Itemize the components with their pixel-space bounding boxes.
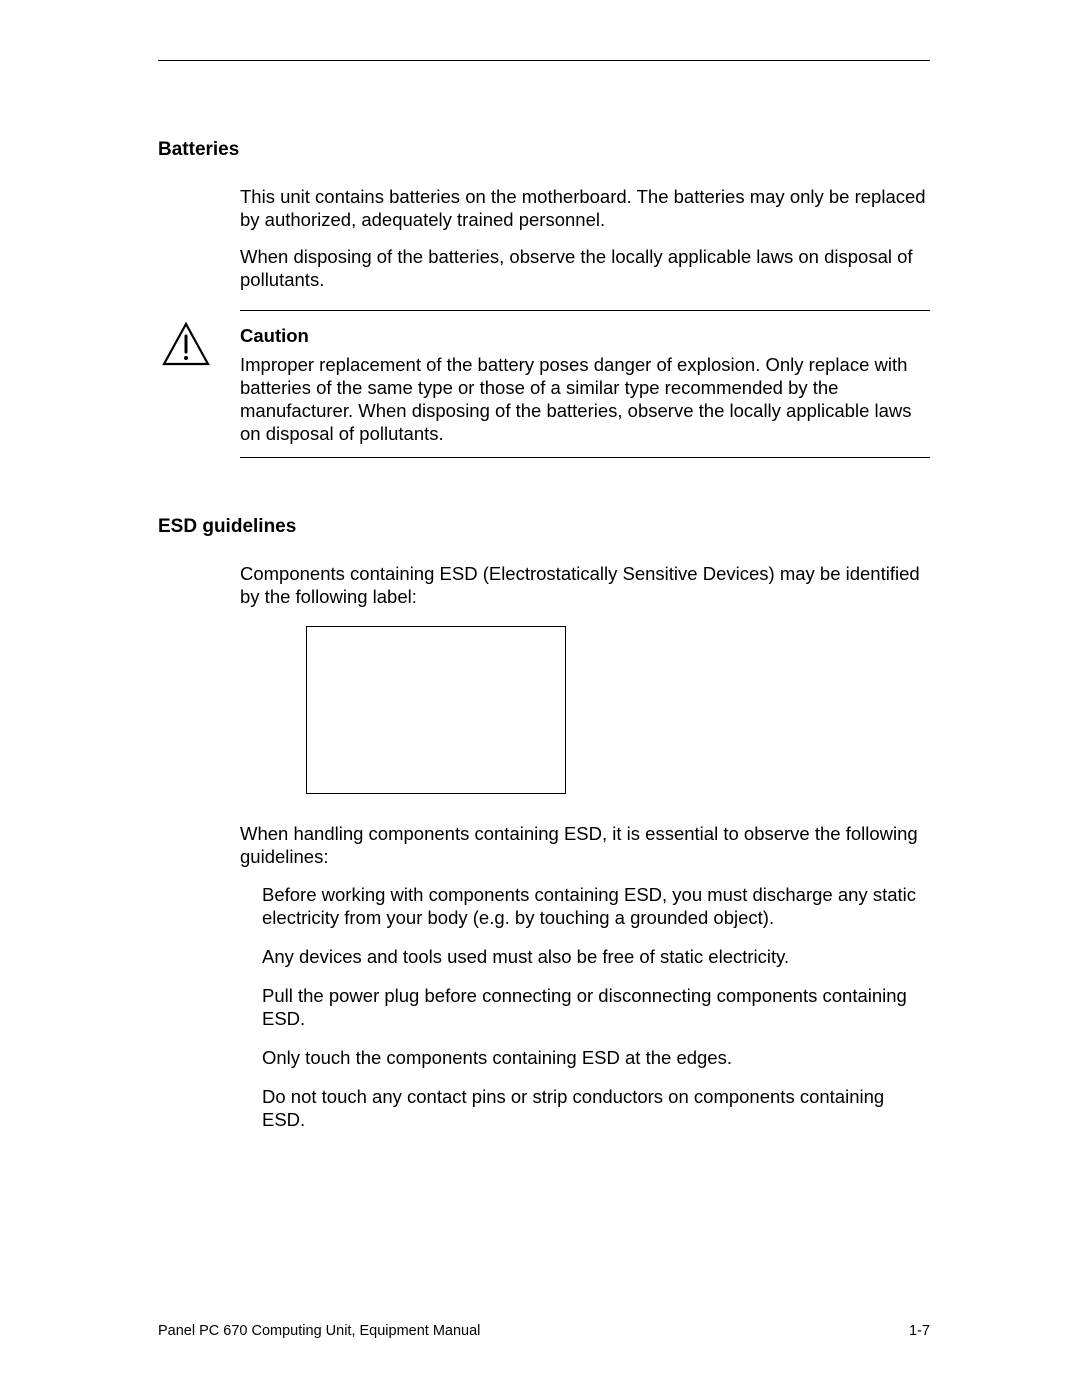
esd-bullet: Any devices and tools used must also be … (262, 945, 930, 968)
esd-bullet: Before working with components containin… (262, 883, 930, 929)
esd-intro: Components containing ESD (Electrostatic… (240, 562, 930, 608)
batteries-para-2: When disposing of the batteries, observe… (240, 245, 930, 291)
callout-rule-top (240, 310, 930, 311)
heading-batteries: Batteries (158, 139, 930, 161)
footer-left: Panel PC 670 Computing Unit, Equipment M… (158, 1323, 480, 1339)
top-rule (158, 60, 930, 61)
esd-lead-in: When handling components containing ESD,… (240, 822, 930, 868)
page-footer: Panel PC 670 Computing Unit, Equipment M… (158, 1323, 930, 1339)
batteries-para-1: This unit contains batteries on the moth… (240, 185, 930, 231)
footer-page-number: 1-7 (909, 1323, 930, 1339)
section-gap (158, 458, 930, 516)
caution-triangle-icon (162, 322, 210, 366)
heading-esd: ESD guidelines (158, 516, 930, 538)
page: Batteries This unit contains batteries o… (0, 0, 1080, 1132)
batteries-body: This unit contains batteries on the moth… (240, 185, 930, 292)
esd-bullet-list: Before working with components containin… (262, 883, 930, 1132)
esd-label-placeholder (306, 626, 566, 794)
esd-body: Components containing ESD (Electrostatic… (240, 562, 930, 1132)
caution-text: Improper replacement of the battery pose… (240, 353, 930, 446)
esd-bullet: Pull the power plug before connecting or… (262, 984, 930, 1030)
caution-title: Caution (240, 325, 930, 347)
esd-bullet: Only touch the components containing ESD… (262, 1046, 930, 1069)
esd-bullet: Do not touch any contact pins or strip c… (262, 1085, 930, 1131)
caution-callout: Caution Improper replacement of the batt… (240, 310, 930, 459)
callout-rule-bottom (240, 457, 930, 458)
